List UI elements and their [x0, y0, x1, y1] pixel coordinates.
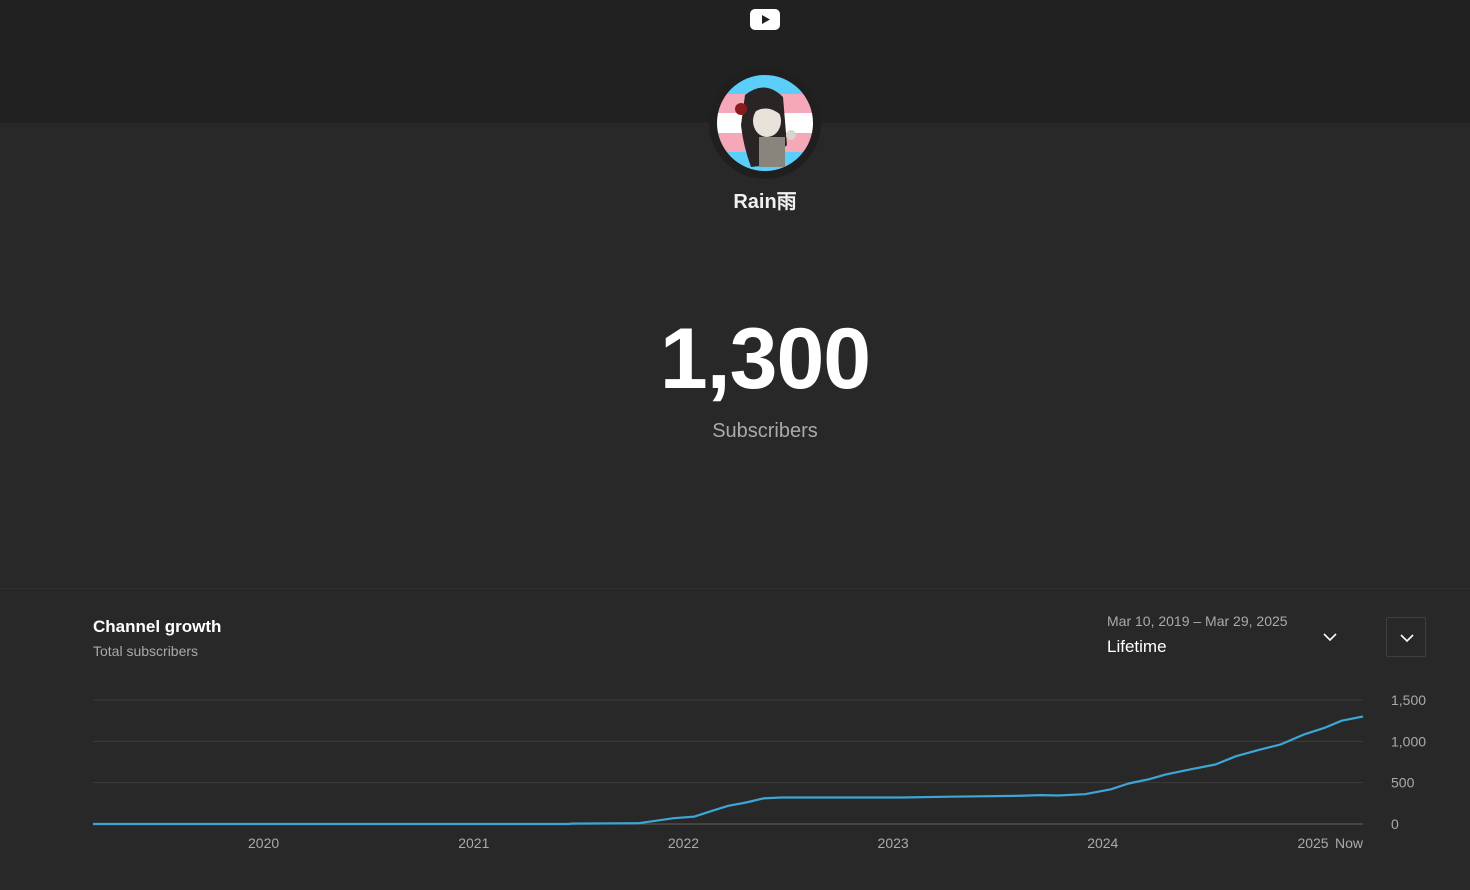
date-range-selector[interactable]: Mar 10, 2019 – Mar 29, 2025 Lifetime — [1107, 613, 1347, 661]
x-tick-label: 2023 — [878, 835, 909, 851]
channel-name[interactable]: Rain雨 — [733, 191, 797, 213]
growth-subtitle: Total subscribers — [93, 643, 199, 659]
x-tick-label: 2024 — [1087, 835, 1118, 851]
x-tick-label: 2022 — [668, 835, 699, 851]
range-label: Lifetime — [1107, 637, 1167, 656]
section-divider — [0, 588, 1470, 589]
y-tick-label: 1,500 — [1391, 692, 1426, 708]
subscriber-count: 1,300 — [659, 311, 871, 407]
y-tick-label: 0 — [1391, 816, 1399, 832]
x-tick-label: 2021 — [458, 835, 489, 851]
subscriber-growth-chart: 1,500 1,000 500 0 2020 2021 2022 2023 2024 2025 No… — [93, 692, 1426, 851]
channel-avatar[interactable] — [717, 75, 813, 171]
avatar-image — [717, 75, 813, 171]
x-tick-label: 2020 — [248, 835, 279, 851]
youtube-play-icon[interactable] — [750, 9, 780, 30]
growth-title: Channel growth — [93, 617, 222, 636]
x-tick-label: Now — [1335, 835, 1364, 851]
chevron-down-icon — [1323, 633, 1337, 642]
subscriber-label: Subscribers — [712, 420, 818, 442]
series-line — [93, 715, 1364, 826]
date-range-text: Mar 10, 2019 – Mar 29, 2025 — [1107, 613, 1288, 629]
y-tick-label: 500 — [1391, 775, 1415, 791]
chevron-down-icon — [1400, 634, 1414, 643]
x-tick-label: 2025 — [1297, 835, 1328, 851]
chart-options-button[interactable] — [1386, 617, 1426, 657]
y-tick-label: 1,000 — [1391, 733, 1426, 749]
